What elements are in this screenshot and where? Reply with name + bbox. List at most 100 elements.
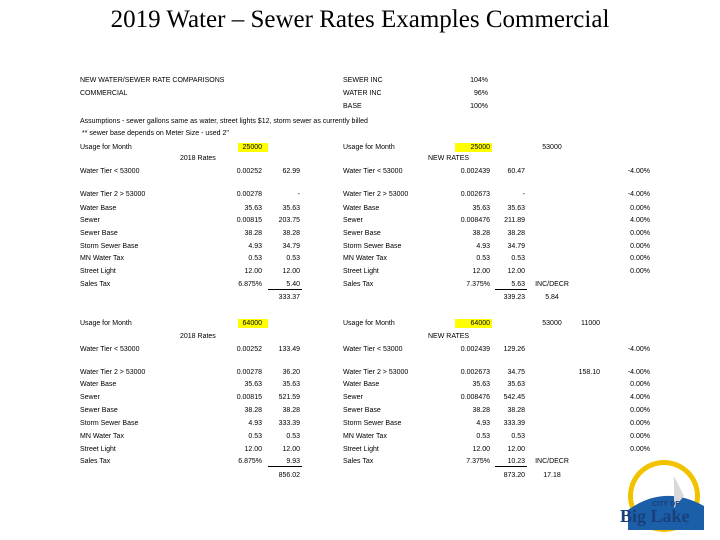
- logo: CITY OF Big Lake: [620, 460, 704, 532]
- cell: 0.00%: [630, 243, 650, 250]
- summary-key: BASE: [343, 103, 362, 110]
- cell: -: [297, 191, 300, 198]
- summary-key: SEWER INC: [343, 77, 383, 84]
- logo-sail: [674, 476, 684, 508]
- row-label: Sewer: [343, 217, 363, 224]
- row-label: Water Tier 2 > 53000: [80, 191, 146, 198]
- cell: 53000: [542, 144, 562, 151]
- new-rates-heading: NEW RATES: [428, 333, 470, 340]
- cell: 0.00815: [236, 217, 262, 224]
- cell: 333.39: [278, 420, 300, 427]
- cell: 0.002439: [460, 168, 490, 175]
- new-rates-heading: NEW RATES: [428, 155, 470, 162]
- cell: 9.93: [286, 458, 300, 465]
- cell: 34.79: [282, 243, 300, 250]
- cell: 12.00: [472, 446, 490, 453]
- row-label: Water Tier 2 > 53000: [80, 369, 146, 376]
- cell: 0.53: [511, 255, 525, 262]
- cell: 7.375%: [466, 281, 490, 288]
- cell: 339.23: [503, 294, 525, 301]
- cell: 38.28: [244, 407, 262, 414]
- row-label: Water Tier 2 > 53000: [343, 369, 409, 376]
- row-label: Storm Sewer Base: [80, 243, 139, 250]
- row-label: Street Light: [343, 268, 379, 275]
- row-label: Street Light: [80, 268, 116, 275]
- cell: -4.00%: [627, 369, 650, 376]
- cell: 38.28: [507, 230, 525, 237]
- cell: INC/DECR: [535, 458, 569, 465]
- cell: 34.75: [507, 369, 525, 376]
- cell: 35.63: [507, 381, 525, 388]
- cell: INC/DECR: [535, 281, 569, 288]
- row-label: Sales Tax: [343, 458, 374, 465]
- cell: -4.00%: [627, 191, 650, 198]
- cell: 4.93: [476, 243, 490, 250]
- cell: 521.59: [278, 394, 300, 401]
- cell: 0.00252: [236, 346, 262, 353]
- highlight: [238, 143, 268, 152]
- cell: -: [522, 191, 525, 198]
- cell: 38.28: [282, 230, 300, 237]
- old-rates-heading: 2018 Rates: [180, 333, 216, 340]
- summary-label: COMMERCIAL: [80, 90, 128, 97]
- underline: [268, 466, 302, 467]
- cell: 4.93: [476, 420, 490, 427]
- cell: 35.63: [507, 205, 525, 212]
- cell: 34.79: [507, 243, 525, 250]
- title: 2019 Water – Sewer Rates Examples Commer…: [110, 6, 610, 33]
- cell: 0.002673: [460, 191, 490, 198]
- cell: -4.00%: [627, 346, 650, 353]
- assumption: Assumptions - sewer gallons same as wate…: [80, 118, 368, 125]
- assumption: ** sewer base depends on Meter Size - us…: [82, 130, 229, 137]
- cell: 35.63: [472, 205, 490, 212]
- cell: 0.53: [248, 433, 262, 440]
- highlight: [238, 319, 268, 328]
- row-label: Sewer Base: [80, 230, 118, 237]
- cell: 0.00278: [236, 191, 262, 198]
- cell: 12.00: [282, 268, 300, 275]
- summary-value: 100%: [470, 103, 488, 110]
- cell: 133.49: [278, 346, 300, 353]
- row-label: Usage for Month: [343, 320, 395, 327]
- old-rates-heading: 2018 Rates: [180, 155, 216, 162]
- row-label: Water Tier 2 > 53000: [343, 191, 409, 198]
- cell: 25000: [470, 144, 490, 151]
- row-label: Sewer Base: [80, 407, 118, 414]
- highlight: [455, 143, 492, 152]
- cell: 0.002673: [460, 369, 490, 376]
- row-label: Water Tier < 53000: [343, 168, 403, 175]
- row-label: MN Water Tax: [343, 433, 387, 440]
- cell: 60.47: [507, 168, 525, 175]
- cell: 38.28: [472, 407, 490, 414]
- cell: 0.008476: [460, 394, 490, 401]
- row-label: Storm Sewer Base: [343, 420, 402, 427]
- cell: 35.63: [244, 381, 262, 388]
- underline: [268, 289, 302, 290]
- row-label: Street Light: [80, 446, 116, 453]
- cell: 12.00: [282, 446, 300, 453]
- underline: [495, 289, 527, 290]
- underline: [495, 466, 527, 467]
- cell: 4.00%: [630, 217, 650, 224]
- row-label: Sewer Base: [343, 230, 381, 237]
- row-label: Storm Sewer Base: [343, 243, 402, 250]
- row-label: Sewer: [343, 394, 363, 401]
- row-label: Sales Tax: [80, 458, 111, 465]
- row-label: Water Base: [343, 381, 380, 388]
- cell: 0.00%: [630, 446, 650, 453]
- cell: 129.26: [503, 346, 525, 353]
- summary-value: 104%: [470, 77, 488, 84]
- row-label: Sales Tax: [343, 281, 374, 288]
- cell: 0.53: [476, 255, 490, 262]
- cell: 12.00: [472, 268, 490, 275]
- cell: 333.39: [503, 420, 525, 427]
- cell: 4.93: [248, 420, 262, 427]
- logo-name: Big Lake: [620, 506, 690, 526]
- cell: 0.53: [286, 433, 300, 440]
- cell: 0.00%: [630, 268, 650, 275]
- cell: 0.00%: [630, 381, 650, 388]
- highlight: [455, 319, 492, 328]
- cell: 211.89: [504, 217, 525, 224]
- cell: 35.63: [282, 381, 300, 388]
